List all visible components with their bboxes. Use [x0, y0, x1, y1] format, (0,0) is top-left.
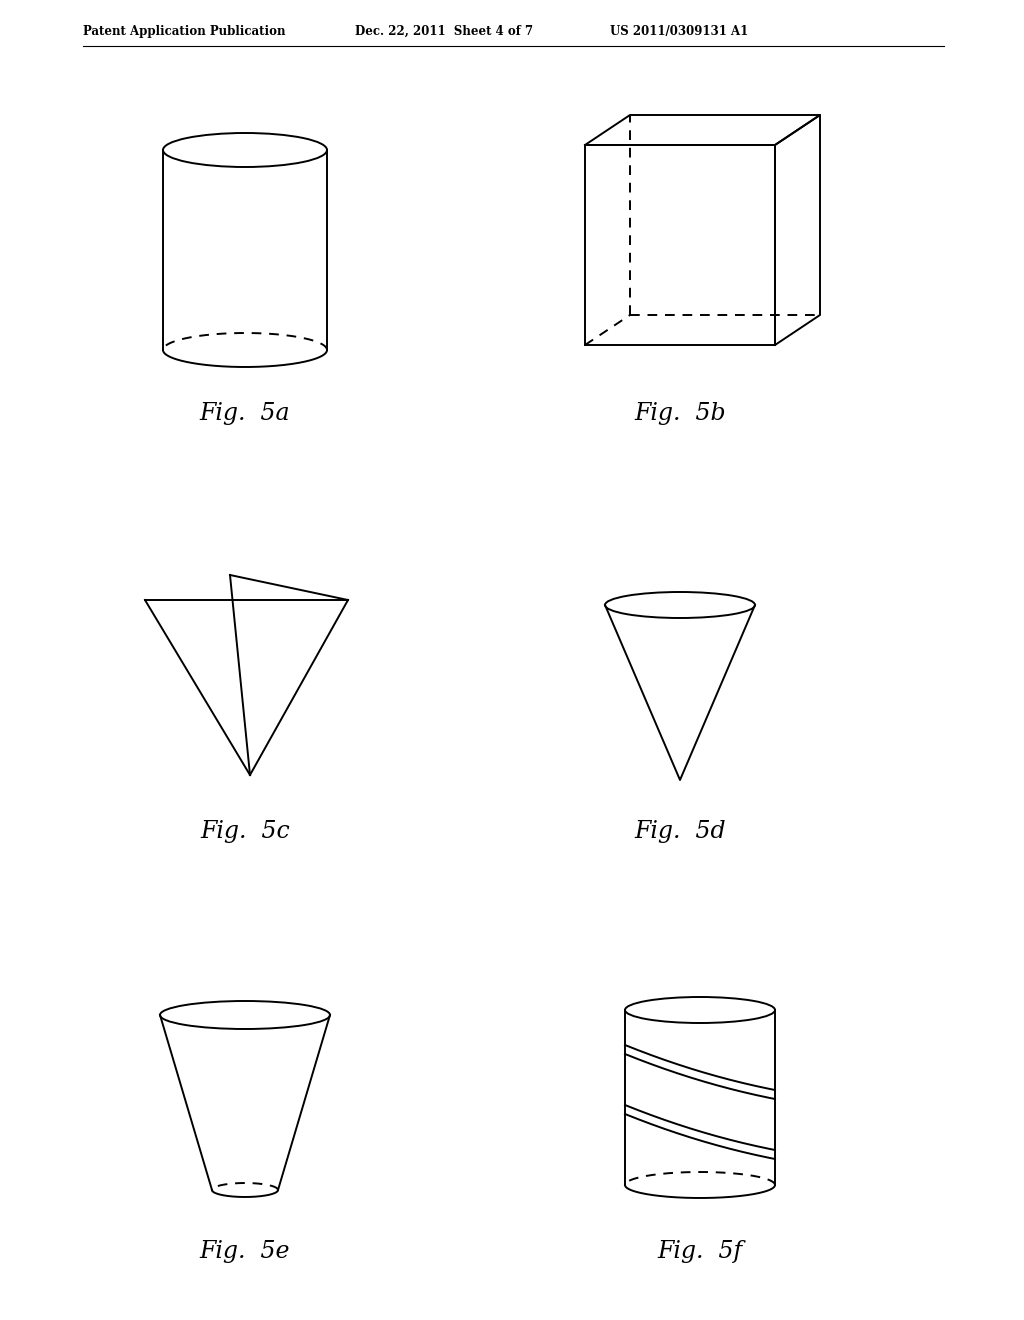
Text: Fig.  5a: Fig. 5a	[200, 403, 291, 425]
Text: Fig.  5b: Fig. 5b	[634, 403, 726, 425]
Text: US 2011/0309131 A1: US 2011/0309131 A1	[610, 25, 749, 38]
Text: Patent Application Publication: Patent Application Publication	[83, 25, 286, 38]
Text: Fig.  5d: Fig. 5d	[634, 820, 726, 843]
Text: Fig.  5f: Fig. 5f	[657, 1239, 742, 1263]
Text: Fig.  5c: Fig. 5c	[200, 820, 290, 843]
Text: Dec. 22, 2011  Sheet 4 of 7: Dec. 22, 2011 Sheet 4 of 7	[355, 25, 534, 38]
Text: Fig.  5e: Fig. 5e	[200, 1239, 290, 1263]
